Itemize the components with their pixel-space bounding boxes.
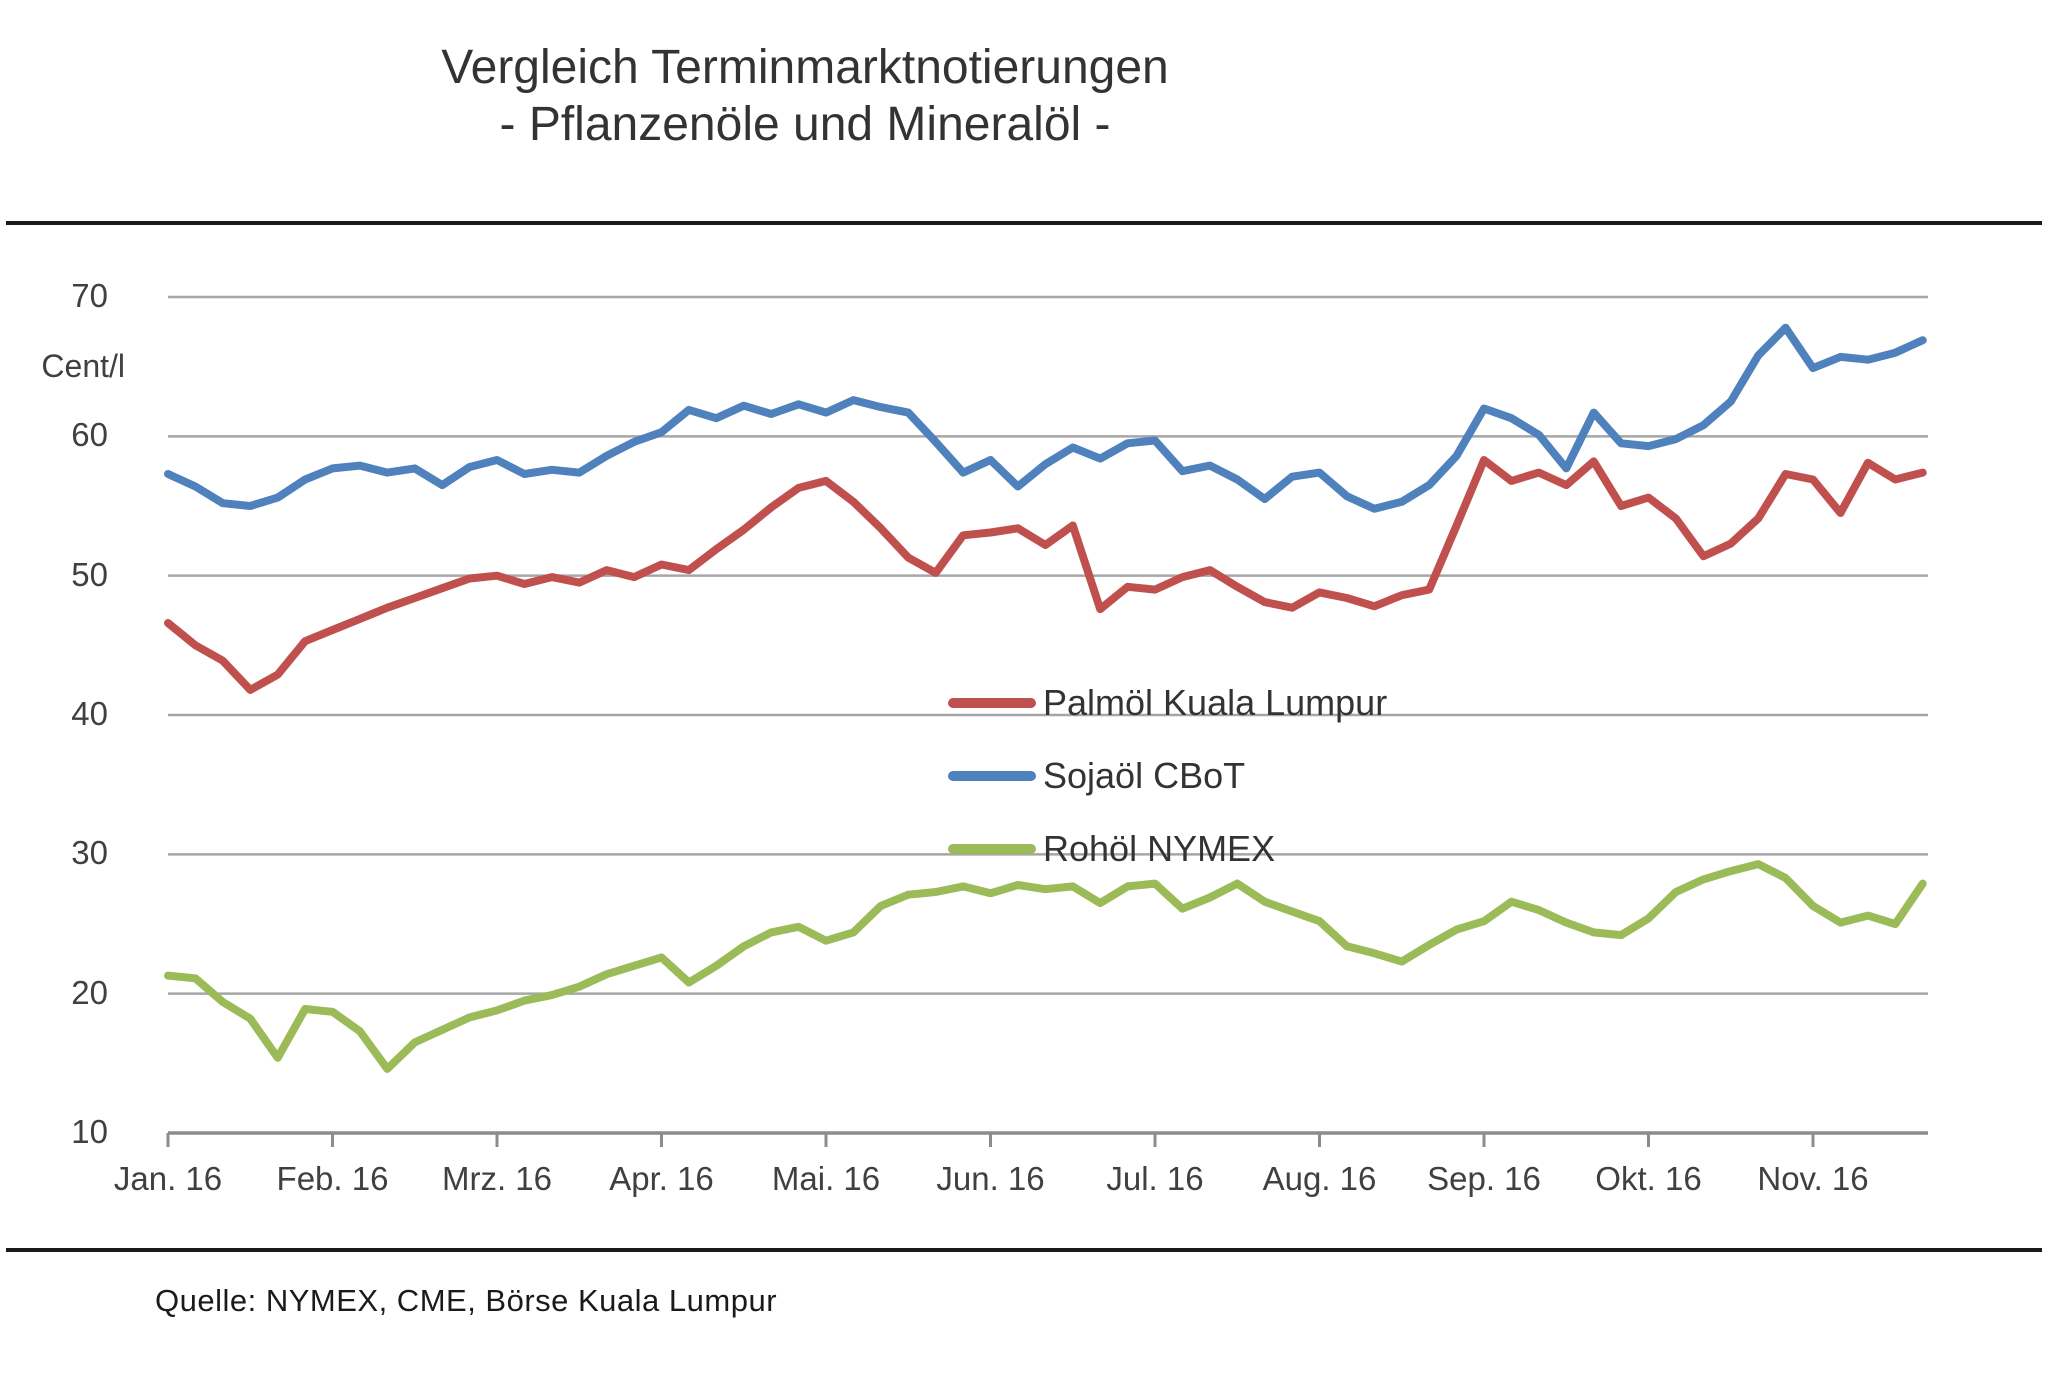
x-tick-label-Jun-16: Jun. 16 [936,1160,1045,1197]
y-tick-label-70: 70 [71,277,108,314]
legend-item-palm-l-kuala-lumpur: Palmöl Kuala Lumpur [948,666,1387,739]
chart-legend: Palmöl Kuala Lumpur Sojaöl CBoT Rohöl NYME… [948,666,1387,885]
source-note: Quelle: NYMEX, CME, Börse Kuala Lumpur [155,1283,778,1318]
series-line-roh-l-nymex [164,860,1927,1073]
legend-line-swatch [948,770,1036,781]
x-tick-label-Feb-16: Feb. 16 [276,1160,389,1197]
chart-title-line1: Vergleich Terminmarktnotierungen [441,41,1169,94]
x-tick-label-Aug-16: Aug. 16 [1262,1160,1377,1197]
y-tick-label-30: 30 [71,834,108,872]
y-tick-label-20: 20 [71,973,108,1011]
x-tick-label-Nov-16: Nov. 16 [1757,1160,1869,1197]
x-tick-label-Mai-16: Mai. 16 [771,1160,881,1197]
x-tick-label-Apr-16: Apr. 16 [609,1160,714,1197]
y-tick-label-50: 50 [71,555,108,593]
legend-label: Palmöl Kuala Lumpur [1043,681,1388,723]
legend-line-swatch [948,697,1036,708]
legend-label: Sojaöl CBoT [1043,754,1246,796]
y-axis-unit-label: Cent/l [41,348,125,384]
x-tick-label-Mrz-16: Mrz. 16 [441,1160,553,1197]
legend-item-soja-l-cbot: Sojaöl CBoT [948,739,1387,812]
y-tick-label-40: 40 [71,695,108,732]
series-line-soja-l-cbot [164,323,1927,513]
x-tick-label-Jul-16: Jul. 16 [1106,1160,1204,1197]
legend-line-swatch [948,843,1036,854]
chart-title-line2: - Pflanzenöle und Mineralöl - [499,97,1111,151]
x-tick-label-Okt-16: Okt. 16 [1595,1160,1702,1197]
y-tick-label-10: 10 [71,1113,108,1150]
bottom-divider-rule [6,1248,2042,1252]
legend-label: Rohöl NYMEX [1043,827,1276,869]
x-tick-label-Jan-16: Jan. 16 [113,1160,223,1197]
x-tick-label-Sep-16: Sep. 16 [1427,1160,1541,1197]
y-tick-label-60: 60 [71,416,108,454]
top-divider-rule [6,221,2042,225]
series-line-palm-l-kuala-lumpur [164,456,1927,694]
chart-title: Vergleich Terminmarktnotierungen - Pflan… [0,40,1610,153]
legend-item-roh-l-nymex: Rohöl NYMEX [948,812,1387,885]
